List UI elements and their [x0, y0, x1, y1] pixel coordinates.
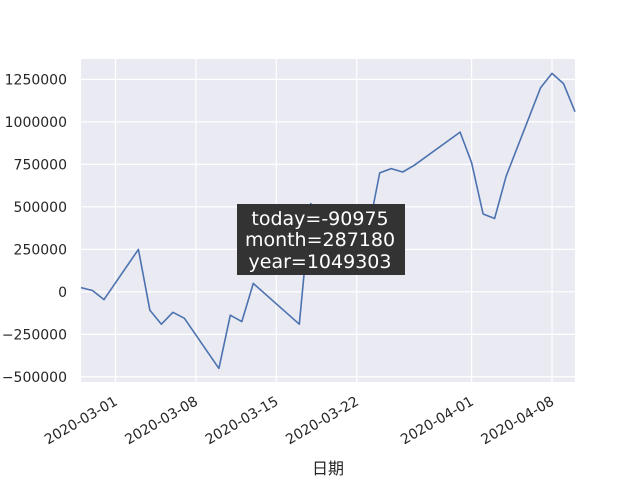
annotation-background: [237, 204, 405, 275]
y-tick-label: −250000: [2, 327, 67, 343]
data-point: [551, 73, 553, 75]
y-tick-label: −500000: [2, 370, 67, 386]
annotation-month: month=287180: [245, 229, 395, 251]
data-point: [184, 317, 186, 319]
annotation-today: today=-90975: [251, 208, 388, 230]
data-point: [563, 83, 565, 85]
data-point: [494, 218, 496, 220]
data-point: [138, 249, 140, 251]
x-tick-label: 2020-04-08: [479, 394, 557, 449]
data-point: [459, 131, 461, 133]
y-tick-label: 250000: [14, 242, 67, 258]
data-point: [298, 323, 300, 325]
data-point: [161, 323, 163, 325]
data-point: [471, 162, 473, 164]
data-point: [390, 168, 392, 170]
data-point: [80, 287, 82, 289]
data-point: [540, 87, 542, 89]
data-point: [379, 172, 381, 174]
annotation-box: today=-90975 month=287180 year=1049303: [237, 204, 405, 275]
annotation-year: year=1049303: [249, 251, 392, 273]
data-point: [413, 164, 415, 166]
x-tick-label: 2020-03-22: [283, 394, 361, 449]
y-tick-label: 1250000: [5, 72, 67, 88]
data-point: [482, 213, 484, 215]
data-point: [505, 176, 507, 178]
data-point: [218, 368, 220, 370]
y-tick-label: 750000: [14, 157, 67, 173]
data-point: [172, 312, 174, 314]
y-tick-label: 500000: [14, 200, 67, 216]
x-tick-label: 2020-03-08: [122, 394, 200, 449]
data-point: [103, 299, 105, 301]
x-tick-label: 2020-03-15: [203, 394, 281, 449]
data-point: [241, 321, 243, 323]
data-point: [149, 309, 151, 311]
data-point: [253, 283, 255, 285]
data-point: [402, 171, 404, 173]
data-point: [92, 290, 94, 292]
x-axis-label: 日期: [312, 459, 344, 478]
data-point: [230, 314, 232, 316]
x-tick-label: 2020-04-01: [398, 394, 476, 449]
x-tick-label: 2020-03-01: [42, 394, 120, 449]
y-tick-label: 1000000: [5, 115, 67, 131]
data-point: [574, 111, 576, 113]
y-tick-label: 0: [58, 285, 67, 301]
